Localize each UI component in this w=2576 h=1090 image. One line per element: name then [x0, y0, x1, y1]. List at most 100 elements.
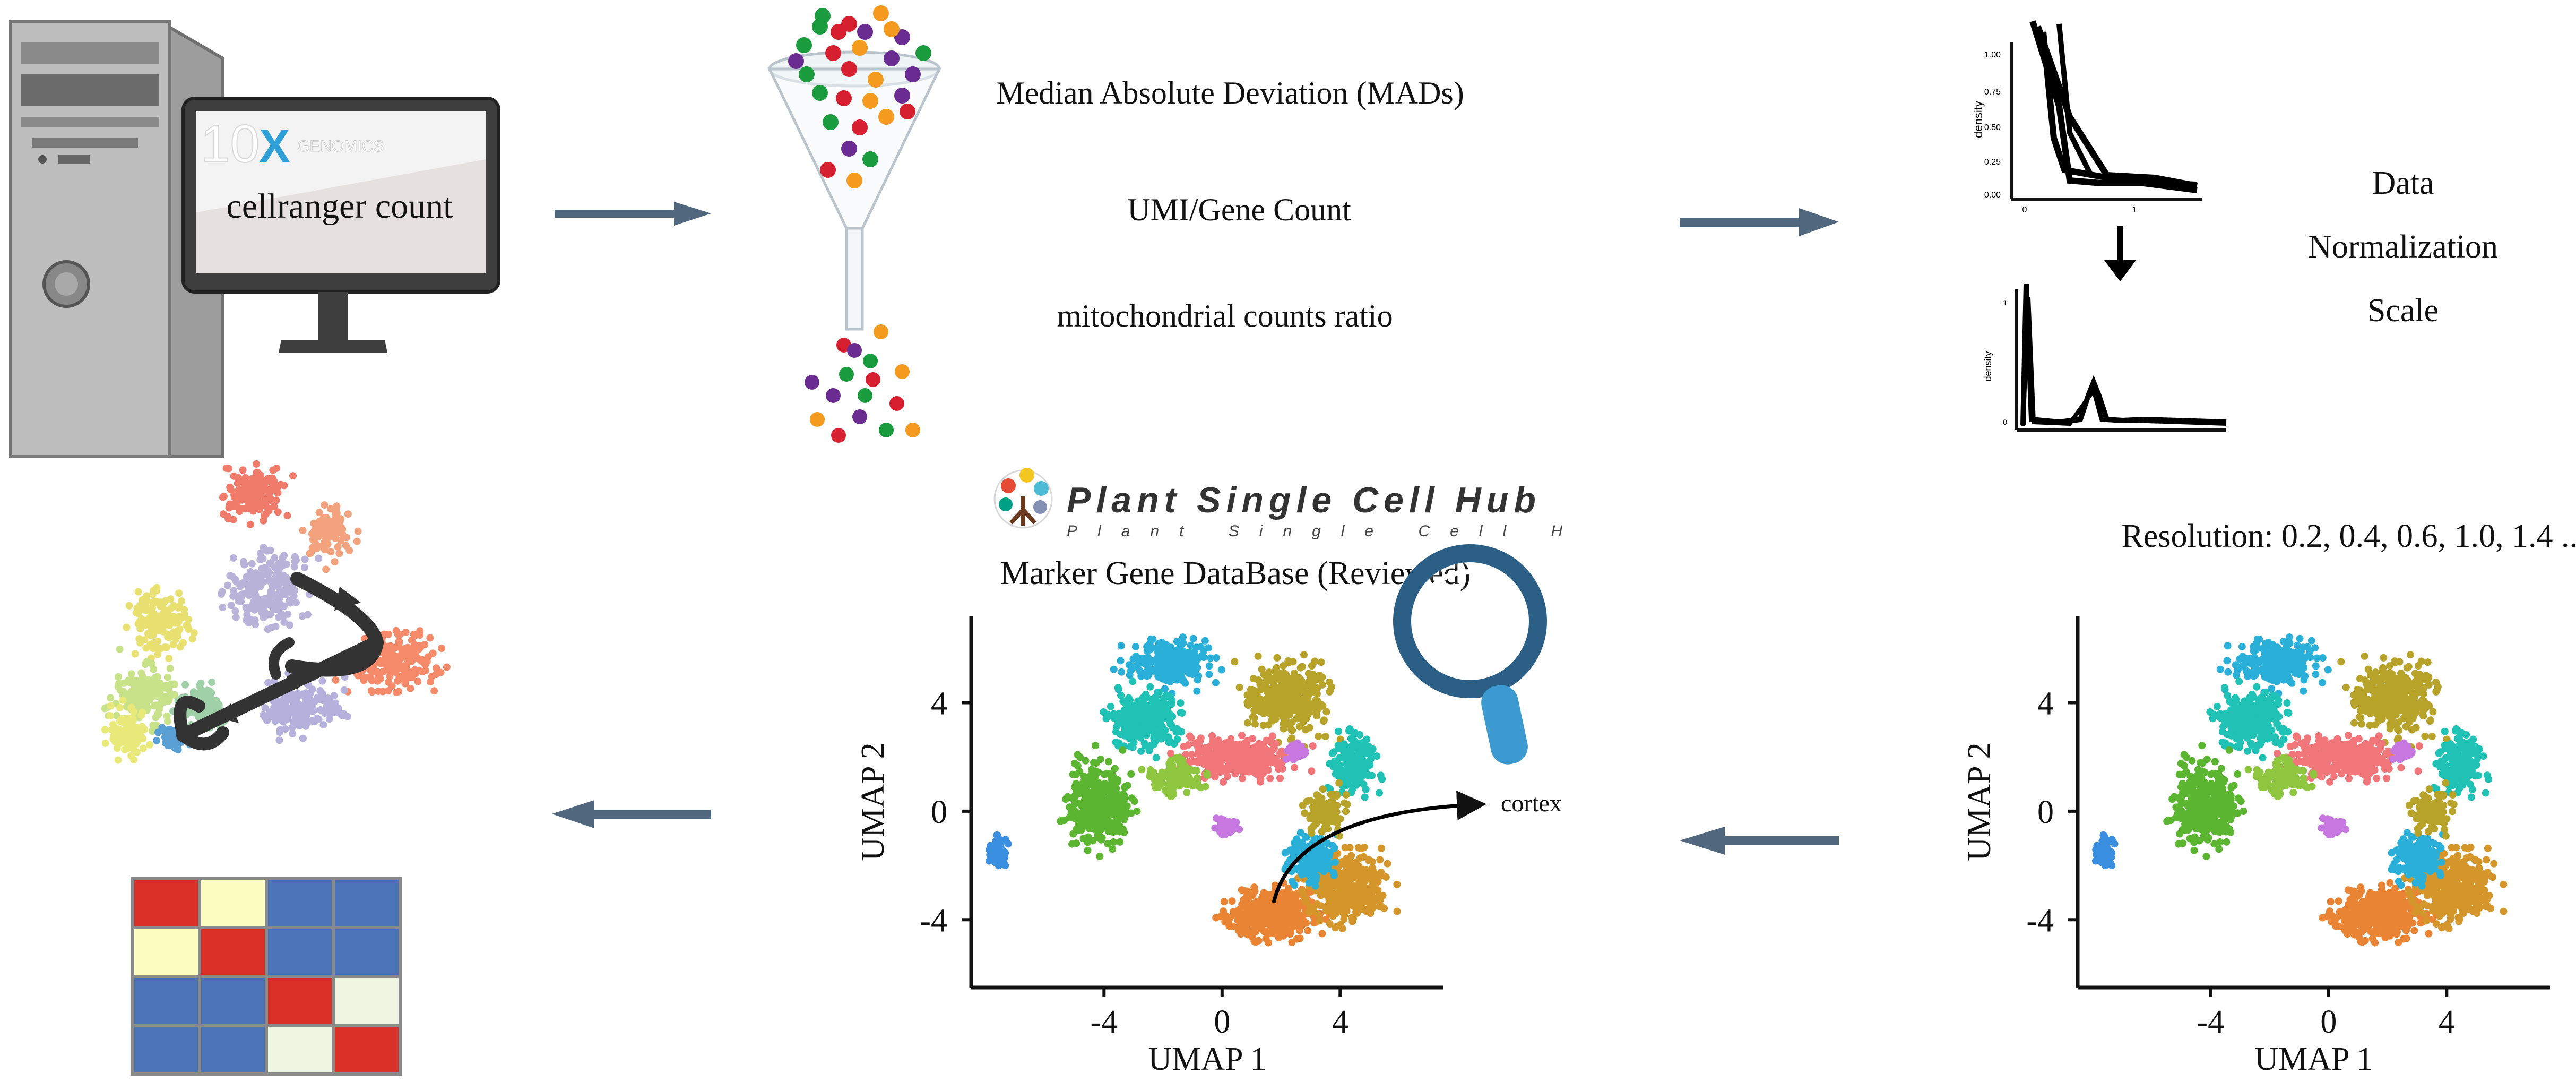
cell-point [2233, 743, 2241, 751]
cell-point [2179, 826, 2186, 834]
cell-point [1265, 721, 1273, 729]
cell-point [1194, 739, 1201, 746]
cell-point [2216, 665, 2224, 673]
cell-dot [841, 141, 857, 157]
cell-point [1301, 689, 1309, 697]
cell-point [1160, 659, 1168, 667]
cell-point [1197, 643, 1205, 651]
cell-point [1127, 743, 1135, 751]
cell-point [2316, 750, 2324, 758]
cell-point [1194, 759, 1202, 767]
cell-point [1079, 806, 1087, 814]
cell-dot [878, 109, 894, 125]
cell-point [1296, 913, 1304, 921]
cell-point [2319, 740, 2327, 748]
cell-point [2271, 733, 2279, 741]
x-axis-label: UMAP 1 [1148, 1041, 1266, 1077]
cell-point [2453, 735, 2461, 743]
cell-point [2269, 676, 2277, 684]
cell-point [1300, 751, 1308, 759]
cell-point [2462, 731, 2470, 739]
cell-point [1393, 907, 1401, 915]
cell-point [1274, 765, 1282, 773]
cell-point [2377, 744, 2384, 752]
cell-point [1378, 775, 1386, 783]
cell-point [1320, 716, 1328, 724]
cell-point [2201, 834, 2209, 842]
cell-point [1288, 878, 1296, 886]
cell-point [2410, 926, 2418, 934]
cell-point [1251, 756, 1259, 764]
cell-point [2225, 746, 2233, 754]
cell-point [1265, 930, 1273, 938]
cell-dots [788, 5, 931, 443]
cell-point [1373, 887, 1381, 894]
cell-point [2361, 652, 2368, 660]
cell-point [1326, 887, 1334, 895]
brand-number: 10 [201, 114, 260, 174]
cell-point [1104, 805, 1111, 813]
cell-point [2296, 634, 2304, 642]
cell-point [2425, 681, 2433, 689]
cell-point [1377, 844, 1385, 852]
cell-point [1330, 844, 1338, 852]
cell-point [1099, 815, 1107, 823]
cell-point [2350, 719, 2358, 727]
cell-point [2371, 721, 2379, 729]
cell-point [2286, 633, 2293, 641]
cell-point [2382, 750, 2390, 758]
cell-point [1239, 775, 1246, 783]
cell-point [2186, 806, 2194, 814]
cell-point [1192, 658, 1200, 666]
cell-point [1364, 856, 1372, 864]
cell-point [1291, 680, 1299, 688]
cell-point [2219, 785, 2227, 793]
x-tick-label: -4 [1090, 1004, 1118, 1040]
cell-point [2226, 698, 2234, 706]
cell-point [1162, 714, 1170, 722]
cell-point [2414, 767, 2422, 775]
cell-point [1222, 826, 1230, 834]
cell-point [2285, 779, 2293, 787]
cell-point [2241, 727, 2249, 735]
cell-point [2327, 898, 2335, 906]
cell-point [1352, 775, 1360, 783]
cell-point [1323, 813, 1330, 821]
cell-point [1270, 744, 1278, 752]
cell-point [1367, 750, 1375, 758]
cell-point [1169, 778, 1177, 786]
cell-point [1318, 681, 1326, 689]
cell-point [1072, 826, 1080, 834]
cell-point [1264, 908, 1272, 915]
cell-point [1163, 787, 1171, 795]
cell-point [1129, 708, 1137, 716]
cell-point [2285, 676, 2293, 684]
cell-dot [841, 61, 857, 77]
cell-point [2319, 654, 2327, 662]
cell-point [1108, 793, 1115, 801]
cell-dot [812, 19, 828, 35]
cell-point [2383, 774, 2391, 782]
down-arrow [2104, 226, 2136, 281]
cell-point [1286, 856, 1294, 864]
cell-point [1330, 804, 1338, 812]
cell-point [2324, 764, 2332, 772]
cell-point [1146, 766, 1154, 774]
cell-point [2414, 662, 2422, 670]
cell-point [2328, 740, 2336, 748]
cell-point [1157, 733, 1165, 741]
cell-point [1298, 663, 1306, 671]
cell-point [1108, 828, 1116, 836]
cell-point [2215, 828, 2223, 836]
funnel-icon [767, 50, 941, 331]
cell-point [2348, 749, 2356, 757]
cell-point [1291, 763, 1299, 771]
cell-point [1376, 856, 1384, 864]
cell-point [1220, 778, 1228, 786]
cell-point [1073, 839, 1080, 847]
cell-point [1084, 846, 1092, 854]
cell-point [1364, 771, 1372, 779]
cell-point [2270, 706, 2278, 714]
cell-point [2214, 772, 2221, 780]
cell-point [1089, 837, 1097, 845]
